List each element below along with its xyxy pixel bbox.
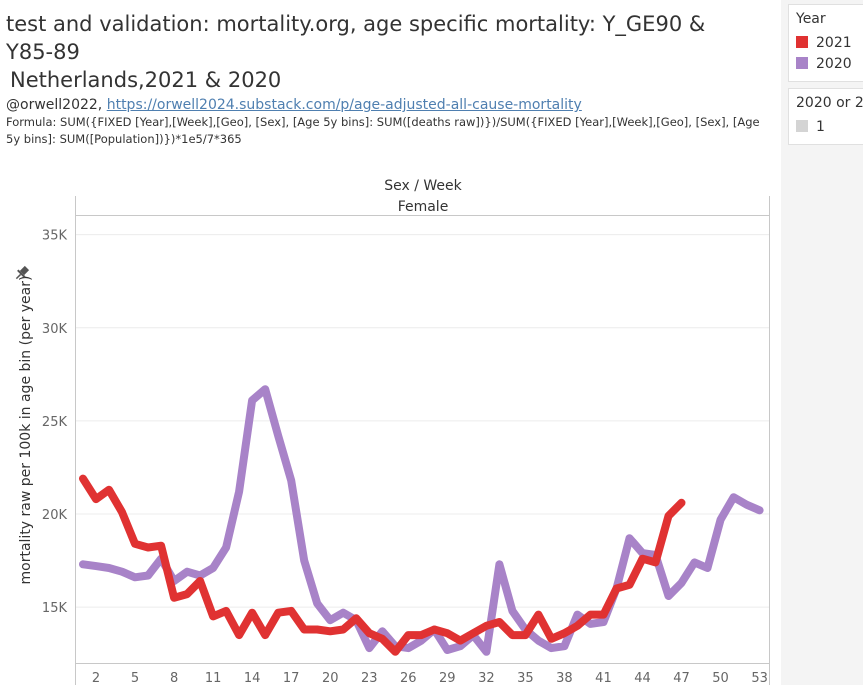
- x-tick-label: 47: [673, 671, 690, 685]
- year-legend-title: Year: [796, 11, 826, 27]
- chart-area: Sex / Week Female 15K 20K 25K 30K 35K 2 5 8 11 1…: [13, 178, 770, 685]
- panel-header: Female: [398, 199, 449, 215]
- x-tick-label: 20: [322, 671, 339, 685]
- x-tick-label: 8: [170, 671, 178, 685]
- filter-legend-item[interactable]: 1: [789, 117, 863, 138]
- source-link[interactable]: https://orwell2024.substack.com/p/age-ad…: [106, 97, 582, 113]
- chart-title-line-2: Y85-89: [6, 40, 80, 64]
- y-axis-ticks: 15K 20K 25K 30K 35K: [42, 229, 68, 617]
- x-tick-label: 5: [131, 671, 139, 685]
- x-tick-label: 11: [205, 671, 222, 685]
- y-tick-label: 25K: [42, 415, 68, 430]
- x-axis-ticks: 2 5 8 11 14 17 20 23 26 29 32 35 38 41 44 47 50 53: [92, 671, 768, 685]
- title-block: test and validation: mortality.org, age …: [6, 10, 776, 148]
- series-line-2020[interactable]: [79, 385, 764, 656]
- legend-label-2020: 2020: [816, 56, 852, 72]
- y-tick-label: 15K: [42, 601, 68, 616]
- x-tick-label: 44: [634, 671, 651, 685]
- chart-title-line-1: test and validation: mortality.org, age …: [6, 12, 706, 36]
- x-tick-label: 26: [400, 671, 417, 685]
- pin-icon[interactable]: [13, 265, 31, 283]
- x-tick-label: 35: [517, 671, 534, 685]
- x-tick-label: 2: [92, 671, 100, 685]
- grid-lines: [75, 234, 770, 664]
- author-handle: @orwell2022,: [6, 97, 107, 113]
- x-tick-label: 17: [283, 671, 300, 685]
- x-tick-label: 32: [478, 671, 495, 685]
- author-line: @orwell2022, https://orwell2024.substack…: [6, 97, 776, 114]
- y-tick-label: 35K: [42, 229, 68, 244]
- y-tick-label: 20K: [42, 508, 68, 523]
- legend-swatch-2021: [796, 36, 808, 48]
- filter-legend: 2020 or 2 1: [788, 88, 863, 145]
- x-tick-label: 29: [439, 671, 456, 685]
- x-tick-label: 50: [712, 671, 729, 685]
- x-tick-label: 53: [751, 671, 768, 685]
- x-tick-label: 23: [361, 671, 378, 685]
- formula-text: Formula: SUM({FIXED [Year],[Week],[Geo],…: [6, 115, 760, 146]
- filter-legend-swatch: [796, 120, 808, 132]
- y-axis-label: mortality raw per 100k in age bin (per y…: [18, 276, 34, 585]
- x-tick-label: 14: [244, 671, 261, 685]
- filter-legend-label: 1: [816, 119, 825, 135]
- filter-legend-title: 2020 or 2: [796, 95, 863, 111]
- series-lines: [79, 385, 764, 656]
- panel-header-bg: [75, 196, 770, 216]
- y-tick-label: 30K: [42, 322, 68, 337]
- x-tick-label: 41: [595, 671, 612, 685]
- series-line-2021[interactable]: [79, 474, 686, 656]
- x-tick-label: 38: [556, 671, 573, 685]
- legend-item-2021[interactable]: 2021: [789, 33, 863, 54]
- year-legend: Year 2021 2020: [788, 4, 863, 82]
- column-header: Sex / Week: [384, 178, 462, 194]
- legend-item-2020[interactable]: 2020: [789, 54, 863, 75]
- right-panel: Year 2021 2020 2020 or 2 1: [781, 0, 863, 685]
- legend-swatch-2020: [796, 57, 808, 69]
- legend-label-2021: 2021: [816, 35, 852, 51]
- chart-title-line-3: Netherlands,2021 & 2020: [10, 68, 282, 92]
